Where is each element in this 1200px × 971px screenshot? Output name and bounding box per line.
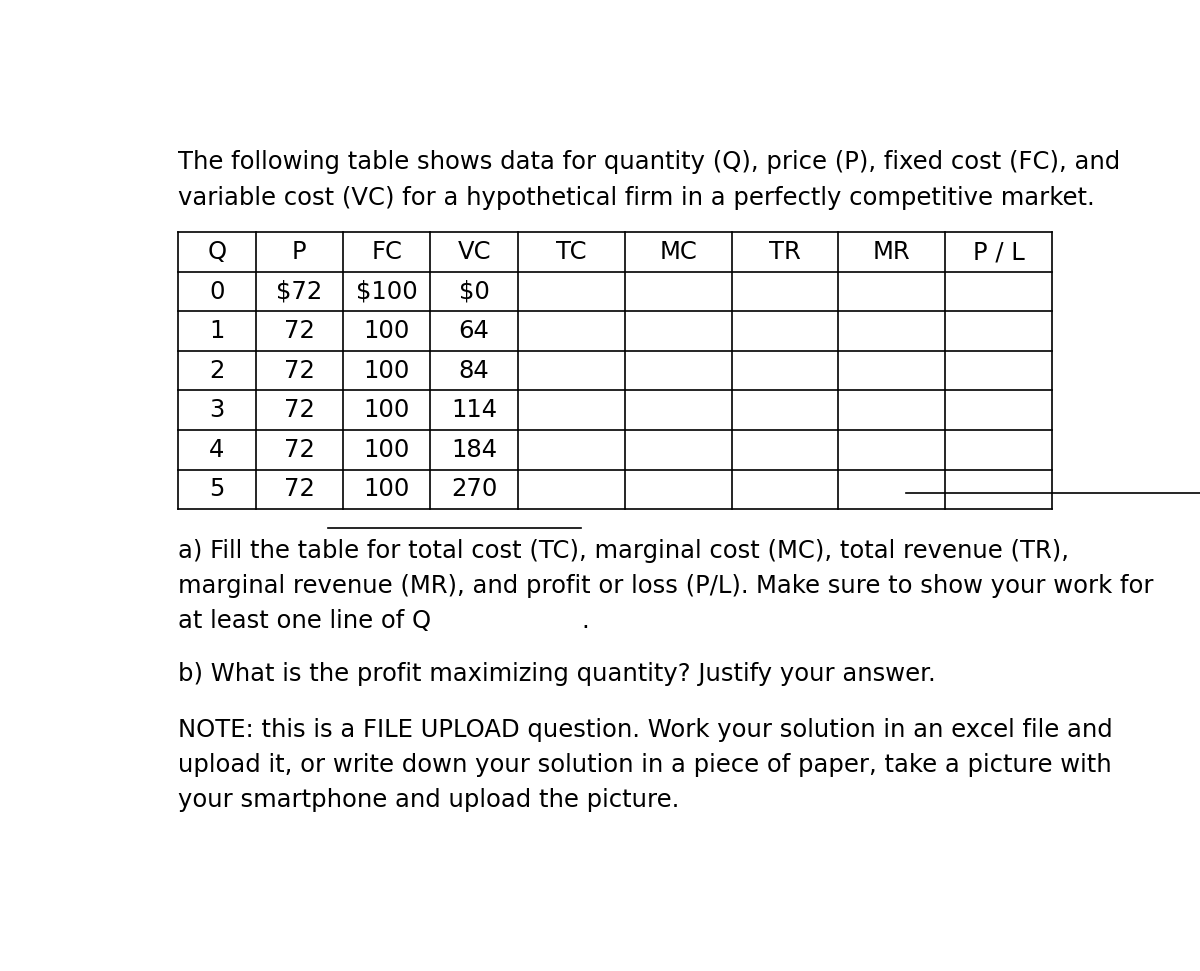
Text: MR: MR (874, 240, 911, 264)
Text: $72: $72 (276, 280, 323, 304)
Text: 72: 72 (284, 438, 314, 462)
Text: TC: TC (556, 240, 587, 264)
Text: The following table shows data for quantity (Q), price (P), fixed cost (FC), and: The following table shows data for quant… (178, 151, 1120, 174)
Text: NOTE: this is a FILE UPLOAD question. Work your solution in an excel file and: NOTE: this is a FILE UPLOAD question. Wo… (178, 719, 1112, 742)
Text: variable cost (VC) for a hypothetical firm in a perfectly competitive market.: variable cost (VC) for a hypothetical fi… (178, 186, 1094, 210)
Text: 0: 0 (209, 280, 224, 304)
Text: Make sure to show your work for: Make sure to show your work for (756, 574, 1153, 598)
Text: 100: 100 (364, 478, 410, 501)
Text: FC: FC (371, 240, 402, 264)
Text: $0: $0 (458, 280, 490, 304)
Text: 72: 72 (284, 319, 314, 343)
Text: 4: 4 (209, 438, 224, 462)
Text: 100: 100 (364, 319, 410, 343)
Text: 184: 184 (451, 438, 497, 462)
Text: 72: 72 (284, 358, 314, 383)
Text: VC: VC (457, 240, 491, 264)
Text: 270: 270 (451, 478, 497, 501)
Text: P / L: P / L (973, 240, 1025, 264)
Text: 100: 100 (364, 398, 410, 422)
Text: MC: MC (659, 240, 697, 264)
Text: 1: 1 (209, 319, 224, 343)
Text: 100: 100 (364, 358, 410, 383)
Text: 100: 100 (364, 438, 410, 462)
Text: TR: TR (769, 240, 800, 264)
Text: Q: Q (208, 240, 227, 264)
Text: 64: 64 (458, 319, 490, 343)
Text: 2: 2 (209, 358, 224, 383)
Text: 72: 72 (284, 478, 314, 501)
Text: P: P (292, 240, 307, 264)
Text: 72: 72 (284, 398, 314, 422)
Text: 3: 3 (209, 398, 224, 422)
Text: 84: 84 (458, 358, 490, 383)
Text: marginal revenue (MR), and profit or loss (P/L).: marginal revenue (MR), and profit or los… (178, 574, 756, 598)
Text: .: . (581, 609, 589, 633)
Text: upload it, or write down your solution in a piece of paper, take a picture with: upload it, or write down your solution i… (178, 753, 1111, 778)
Text: your smartphone and upload the picture.: your smartphone and upload the picture. (178, 788, 679, 813)
Text: b) What is the profit maximizing quantity? Justify your answer.: b) What is the profit maximizing quantit… (178, 662, 936, 686)
Text: at least one line of Q: at least one line of Q (178, 609, 431, 633)
Text: 114: 114 (451, 398, 497, 422)
Text: a) Fill the table for total cost (TC), marginal cost (MC), total revenue (TR),: a) Fill the table for total cost (TC), m… (178, 539, 1069, 563)
Text: 5: 5 (209, 478, 224, 501)
Text: $100: $100 (356, 280, 418, 304)
